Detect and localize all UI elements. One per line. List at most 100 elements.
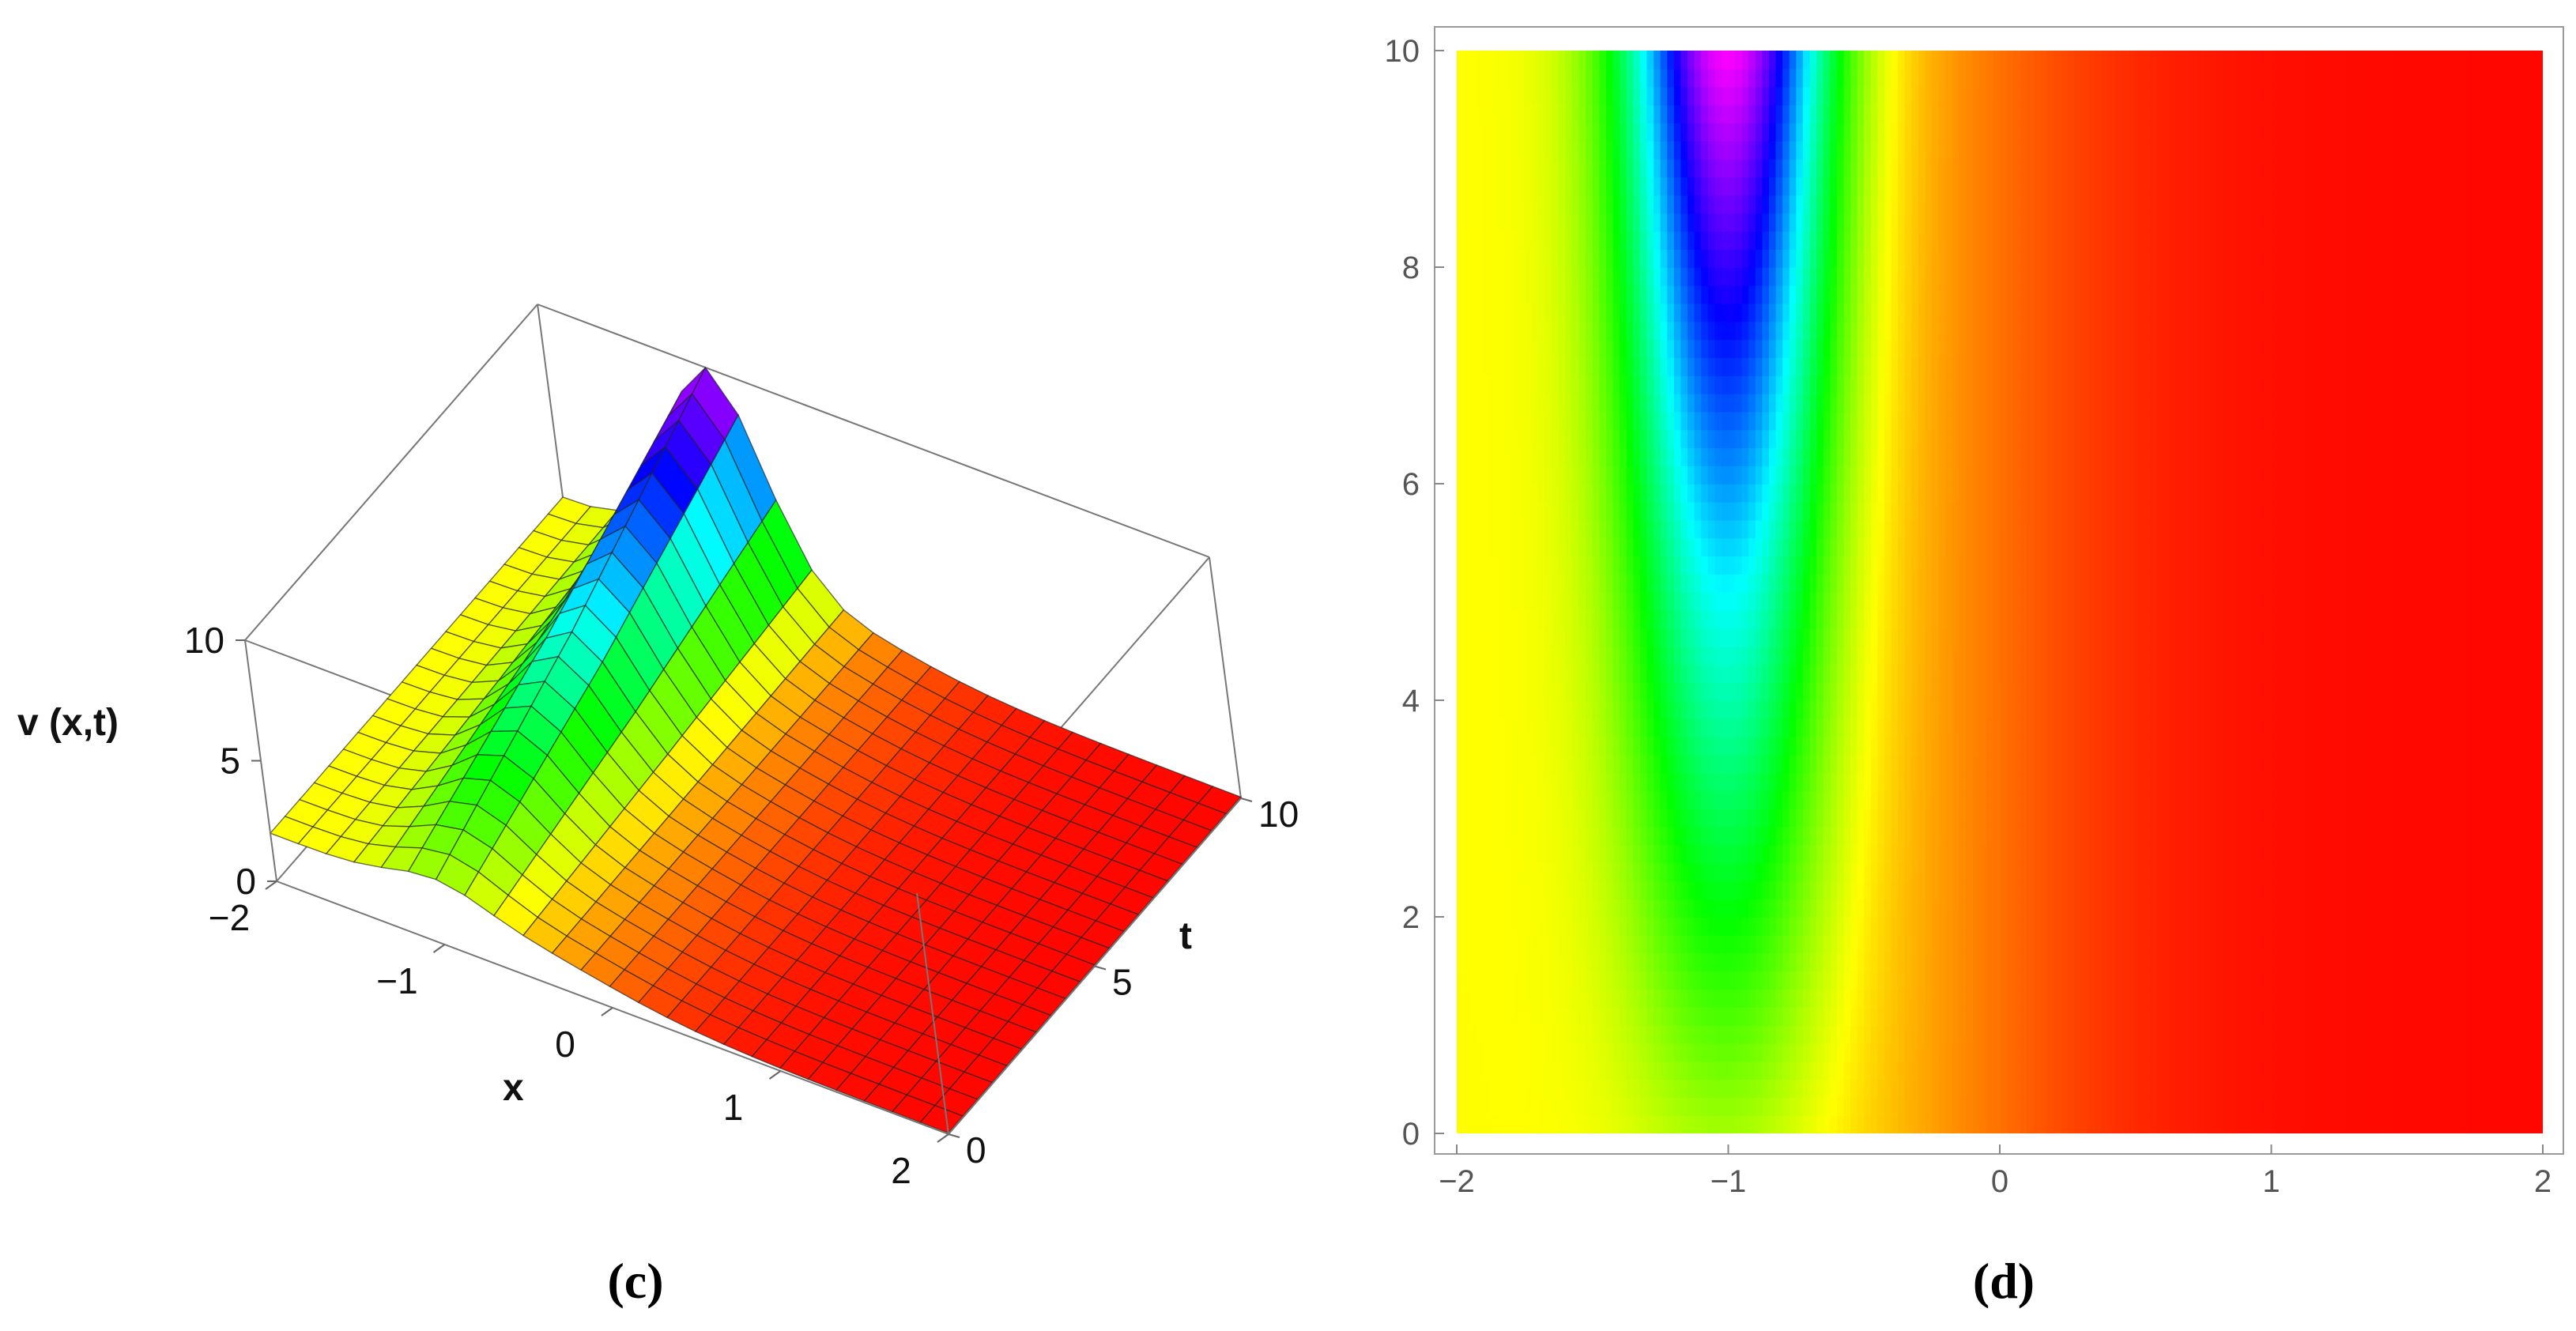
heatmap-cell (1592, 646, 1601, 666)
heatmap-cell (1741, 862, 1750, 882)
heatmap-cell (1544, 862, 1553, 882)
heatmap-cell (1735, 357, 1743, 376)
heatmap-cell (1728, 303, 1736, 322)
heatmap-cell (1701, 213, 1709, 232)
heatmap-cell (1586, 104, 1593, 124)
heatmap-cell (1701, 934, 1709, 954)
heatmap-cell (1721, 844, 1729, 864)
heatmap-cell (1538, 556, 1546, 575)
heatmap-cell (1775, 1025, 1783, 1044)
heatmap-cell (1857, 429, 1865, 449)
heatmap-cell (1457, 1007, 1465, 1026)
heatmap-cell (1911, 466, 1919, 485)
heatmap-cell (1497, 592, 1505, 611)
heatmap-cell (1470, 51, 1478, 70)
heatmap-cell (1599, 484, 1607, 503)
heatmap-cell (1694, 952, 1702, 972)
heatmap-cell (1673, 880, 1682, 899)
heatmap-cell (1680, 51, 1688, 70)
heatmap-cell (1735, 1007, 1743, 1026)
heatmap-cell (1673, 826, 1682, 846)
heatmap-cell (1728, 826, 1736, 846)
heatmap-cell (1701, 899, 1709, 918)
heatmap-cell (1571, 736, 1580, 756)
heatmap-cell (1673, 159, 1682, 178)
heatmap-cell (1484, 194, 1492, 214)
heatmap-cell (1578, 393, 1586, 413)
heatmap-cell (1687, 790, 1695, 809)
heatmap-cell (1612, 952, 1620, 972)
heatmap-cell (1578, 501, 1586, 521)
heatmap-cell (1667, 159, 1675, 178)
heatmap-cell (1477, 971, 1485, 990)
heatmap-cell (1694, 267, 1702, 286)
heatmap-cell (1457, 989, 1465, 1008)
heatmap-cell (1667, 123, 1675, 141)
heatmap-cell (1571, 899, 1580, 918)
heatmap-cell (1687, 484, 1695, 503)
heatmap-cell (1680, 862, 1688, 882)
heatmap-cell (1660, 447, 1669, 466)
heatmap-cell (1904, 934, 1913, 954)
heatmap-cell (1531, 754, 1539, 774)
heatmap-cell (1687, 159, 1695, 178)
heatmap-cell (1605, 123, 1614, 141)
heatmap-cell (1884, 303, 1892, 322)
heatmap-cell (1884, 411, 1892, 431)
heatmap-cell (1680, 141, 1688, 160)
heatmap-cell (1741, 700, 1750, 719)
heatmap-cell (1843, 809, 1851, 828)
heatmap-cell (1490, 1097, 1499, 1116)
heatmap-cell (1612, 104, 1620, 124)
heatmap-cell (1592, 971, 1601, 990)
heatmap-cell (1775, 339, 1783, 358)
heatmap-cell (1558, 718, 1567, 737)
heatmap-cell (1497, 609, 1505, 629)
heatmap-cell (1741, 194, 1750, 214)
heatmap-cell (1497, 357, 1505, 376)
heatmap-cell (1769, 592, 1777, 611)
heatmap-cell (1959, 682, 1967, 701)
heatmap-cell (1538, 682, 1546, 701)
heatmap-cell (1904, 68, 1913, 88)
heatmap-cell (1836, 1061, 1845, 1080)
heatmap-cell (1884, 682, 1892, 701)
heatmap-cell (1599, 592, 1607, 611)
heatmap-cell (1497, 519, 1505, 539)
heatmap-cell (1904, 880, 1913, 899)
heatmap-cell (1735, 989, 1743, 1008)
heatmap-cell (1884, 989, 1892, 1008)
heatmap-cell (1952, 952, 1960, 972)
heatmap-cell (1714, 1043, 1722, 1062)
heatmap-cell (1552, 466, 1560, 485)
heatmap-cell (1789, 537, 1797, 557)
heatmap-cell (1586, 159, 1593, 178)
heatmap-cell (1755, 447, 1763, 466)
heatmap-cell (1538, 628, 1546, 647)
heatmap-cell (1782, 844, 1790, 864)
heatmap-cell (1620, 971, 1627, 990)
heatmap-cell (1830, 176, 1838, 196)
heatmap-cell (1457, 1079, 1465, 1099)
heatmap-cell (1565, 880, 1573, 899)
heatmap-cell (1938, 339, 1947, 358)
heatmap-cell (1687, 393, 1695, 413)
heatmap-cell (1864, 1097, 1872, 1116)
heatmap-cell (1701, 718, 1709, 737)
heatmap-cell (1762, 1079, 1770, 1099)
heatmap-cell (1816, 646, 1824, 666)
heatmap-cell (1680, 664, 1688, 683)
heatmap-cell (1654, 609, 1661, 629)
heatmap-cell (1578, 880, 1586, 899)
heatmap-cell (1816, 213, 1824, 232)
heatmap-cell (1504, 51, 1512, 70)
heatmap-cell (1673, 682, 1682, 701)
heatmap-cell (1538, 862, 1546, 882)
heatmap-cell (1938, 1043, 1947, 1062)
heatmap-cell (1741, 393, 1750, 413)
heatmap-cell (1470, 68, 1478, 88)
heatmap-cell (1470, 809, 1478, 828)
heatmap-cell (1796, 772, 1804, 791)
heatmap-cell (1660, 736, 1669, 756)
heatmap-cell (1755, 176, 1763, 196)
